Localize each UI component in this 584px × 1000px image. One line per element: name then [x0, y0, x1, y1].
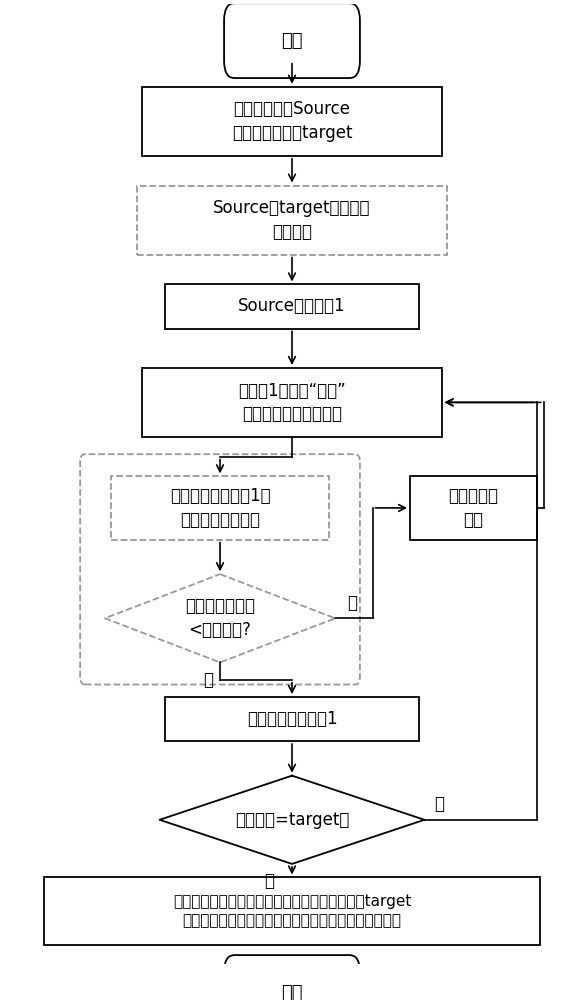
Text: Source、target遍历整个
网络拓扑: Source、target遍历整个 网络拓扑: [213, 199, 371, 241]
Bar: [137, 186, 447, 255]
Bar: [410, 476, 537, 540]
Text: 将节点1标记为“永久”
更新附近的状态标记集: 将节点1标记为“永久” 更新附近的状态标记集: [238, 382, 346, 423]
Text: 是: 是: [264, 872, 274, 890]
Text: 源端点标记为Source
目标端点标记为target: 源端点标记为Source 目标端点标记为target: [232, 100, 352, 142]
Text: 是: 是: [204, 671, 214, 689]
Text: Source设为节点1: Source设为节点1: [238, 297, 346, 315]
Text: 寻找并连接与节点1权
重最小的临时节点: 寻找并连接与节点1权 重最小的临时节点: [170, 487, 270, 529]
Text: 否: 否: [347, 594, 357, 612]
FancyBboxPatch shape: [224, 955, 360, 1000]
Bar: [142, 87, 442, 156]
Text: 此链路负载参数
<负载阈値?: 此链路负载参数 <负载阈値?: [185, 597, 255, 639]
Text: 将其设为临时节点1: 将其设为临时节点1: [246, 710, 338, 728]
Text: 结束: 结束: [281, 984, 303, 1000]
Text: 临时节点=target？: 临时节点=target？: [235, 811, 349, 829]
Polygon shape: [105, 574, 335, 662]
Text: 开始: 开始: [281, 32, 303, 50]
Bar: [142, 368, 442, 437]
Text: 暂时屏蔽此
链路: 暂时屏蔽此 链路: [449, 487, 498, 529]
Bar: [110, 476, 329, 540]
Bar: [165, 284, 419, 329]
FancyBboxPatch shape: [224, 3, 360, 78]
Text: 否: 否: [434, 795, 444, 813]
Text: 根据状态记录集中的信息重复此步骤，直到找到target
根据整体网络拓扑确定这些临时节点代表最佳路径节点: 根据状态记录集中的信息重复此步骤，直到找到target 根据整体网络拓扑确定这些…: [173, 894, 411, 928]
Polygon shape: [159, 776, 425, 864]
Bar: [44, 877, 540, 945]
Bar: [165, 697, 419, 741]
